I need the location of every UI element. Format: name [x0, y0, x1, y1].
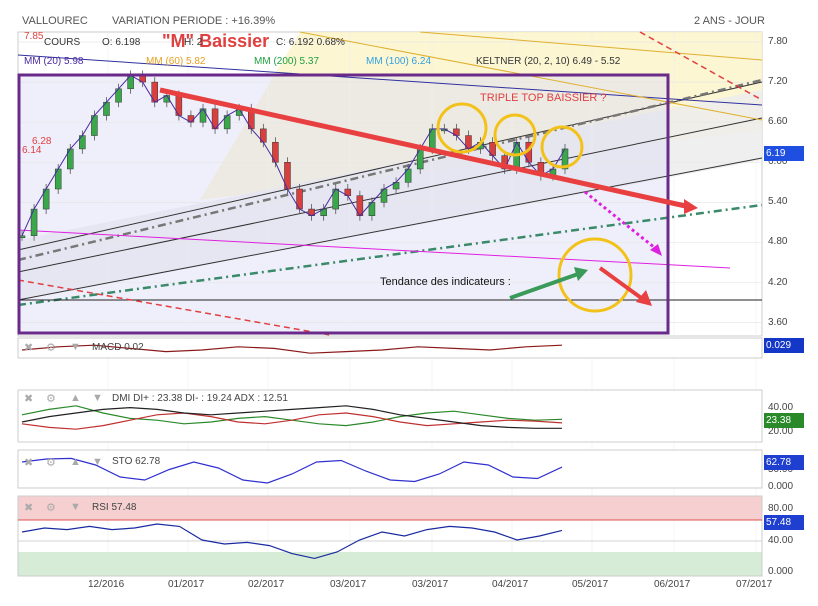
dmi-panel-bg — [17, 389, 763, 443]
macd-badge: 0.029 — [764, 338, 804, 353]
mm60-label: MM (60) 5.82 — [146, 56, 206, 67]
dmi-title: DMI DI+ : 23.38 DI- : 19.24 ADX : 12.51 — [112, 393, 288, 404]
x-axis-tick: 04/2017 — [492, 579, 529, 590]
arrow-down-icon[interactable]: ▼ — [92, 456, 103, 468]
close-icon[interactable]: ✖ — [24, 393, 34, 405]
yellow-circle-2 — [493, 113, 537, 157]
rsi-panel-bg — [17, 495, 763, 577]
arrow-up-icon[interactable]: ▲ — [70, 456, 81, 468]
red-down-arrow-head — [636, 290, 652, 306]
mm200-label: MM (200) 5.37 — [254, 56, 320, 67]
close-label: C: 6.192 0.68% — [276, 37, 345, 48]
price-axis-tick: 3.60 — [768, 316, 788, 328]
mm20-line — [21, 74, 566, 236]
rsi-overbought-zone — [18, 496, 762, 520]
red-arrow-head — [684, 199, 698, 214]
x-axis-tick: 07/2017 — [736, 579, 773, 590]
sto-panel-bg — [17, 449, 763, 489]
arrow-up-icon[interactable]: ▲ — [70, 392, 81, 404]
keltner-label: KELTNER (20, 2, 10) 6.49 - 5.52 — [476, 56, 621, 67]
red-trend-arrow — [159, 87, 691, 210]
rsi-badge: 57.48 — [764, 515, 804, 530]
price-axis-tick: 7.20 — [768, 76, 788, 88]
tendance-label: Tendance des indicateurs : — [380, 276, 511, 288]
magenta-arrow-head — [650, 244, 662, 256]
close-icon[interactable]: ✖ — [24, 502, 34, 514]
macd-title: MACD 0.02 — [92, 342, 144, 353]
open-label: O: 6.198 — [102, 37, 141, 48]
symbol-label: VALLOUREC — [22, 15, 88, 27]
price-axis-tick: 5.40 — [768, 196, 788, 208]
price-axis-tick: 4.80 — [768, 236, 788, 248]
x-axis-tick: 02/2017 — [248, 579, 285, 590]
dmi-tick-20: 20.00 — [768, 426, 794, 437]
sto-title: STO 62.78 — [112, 456, 161, 467]
green-up-arrow — [509, 272, 579, 300]
last-price-badge: 6.19 — [764, 146, 804, 161]
x-axis-tick: 12/2016 — [88, 579, 125, 590]
price-axis-tick: 6.00 — [768, 156, 788, 168]
arrow-down-icon[interactable]: ▼ — [70, 341, 81, 353]
top-value: 7.85 — [24, 31, 44, 42]
trend-line — [17, 203, 763, 307]
gear-icon[interactable]: ⚙ — [46, 457, 56, 469]
gear-icon[interactable]: ⚙ — [46, 393, 56, 405]
close-icon[interactable]: ✖ — [24, 342, 34, 354]
level-628: 6.28 — [32, 136, 52, 147]
price-axis-tick: 7.80 — [768, 36, 788, 48]
rsi-title: RSI 57.48 — [92, 502, 137, 513]
x-axis-tick: 01/2017 — [168, 579, 205, 590]
price-axis-tick: 6.60 — [768, 116, 788, 128]
magenta-dotted-arrow — [584, 190, 661, 254]
rsi-tick-80: 80.00 — [768, 503, 794, 514]
rsi-line — [21, 523, 563, 560]
cours-label: COURS — [44, 37, 81, 48]
adx-line — [21, 405, 562, 429]
triple-top-label: TRIPLE TOP BAISSIER ? — [480, 92, 607, 104]
gear-icon[interactable]: ⚙ — [46, 502, 56, 514]
trend-line — [17, 78, 763, 262]
trend-line — [17, 157, 763, 301]
rsi-tick-40: 40.00 — [768, 535, 794, 546]
green-arrow-head — [574, 267, 588, 281]
purple-box-fill — [18, 75, 668, 333]
sto-badge: 62.78 — [764, 455, 804, 470]
trend-line — [17, 229, 731, 269]
x-axis-tick: 05/2017 — [572, 579, 609, 590]
m-baissier-label: "M" Baissier — [162, 31, 270, 51]
trend-line — [419, 31, 763, 61]
variation-label: VARIATION PERIODE : +16.39% — [112, 15, 276, 27]
yellow-circle-1 — [436, 102, 488, 154]
close-icon[interactable]: ✖ — [24, 457, 34, 469]
level-614: 6.14 — [22, 145, 42, 156]
arrow-down-icon[interactable]: ▼ — [92, 392, 103, 404]
yellow-circle-3 — [540, 125, 584, 169]
dmi-badge: 23.38 — [764, 413, 804, 428]
x-axis-tick: 06/2017 — [654, 579, 691, 590]
trend-line — [17, 279, 331, 336]
sto-tick-0: 0.000 — [768, 481, 794, 492]
red-down-arrow — [598, 266, 646, 302]
yellow-circle-indicators — [557, 237, 633, 313]
period-label[interactable]: 2 ANS - JOUR — [694, 15, 765, 27]
x-axis-tick: 03/2017 — [412, 579, 449, 590]
macd-line — [21, 344, 563, 354]
mm20-label: MM (20) 5.98 — [24, 56, 84, 67]
rsi-oversold-zone — [18, 552, 762, 576]
arrow-down-icon[interactable]: ▼ — [70, 501, 81, 513]
dmi-tick-40: 40.00 — [768, 402, 794, 413]
sto-line — [21, 457, 563, 484]
dmi-minus-line — [21, 412, 563, 430]
trend-line — [17, 117, 763, 273]
rsi-tick-0: 0.000 — [768, 566, 794, 577]
mm100-label: MM (100) 6.24 — [366, 56, 432, 67]
macd-panel-bg — [17, 337, 763, 359]
hl-fragment: H: 2 — [184, 37, 203, 48]
price-axis-tick: 4.20 — [768, 276, 788, 288]
trend-line — [639, 31, 763, 101]
gear-icon[interactable]: ⚙ — [46, 342, 56, 354]
x-axis-tick: 03/2017 — [330, 579, 367, 590]
